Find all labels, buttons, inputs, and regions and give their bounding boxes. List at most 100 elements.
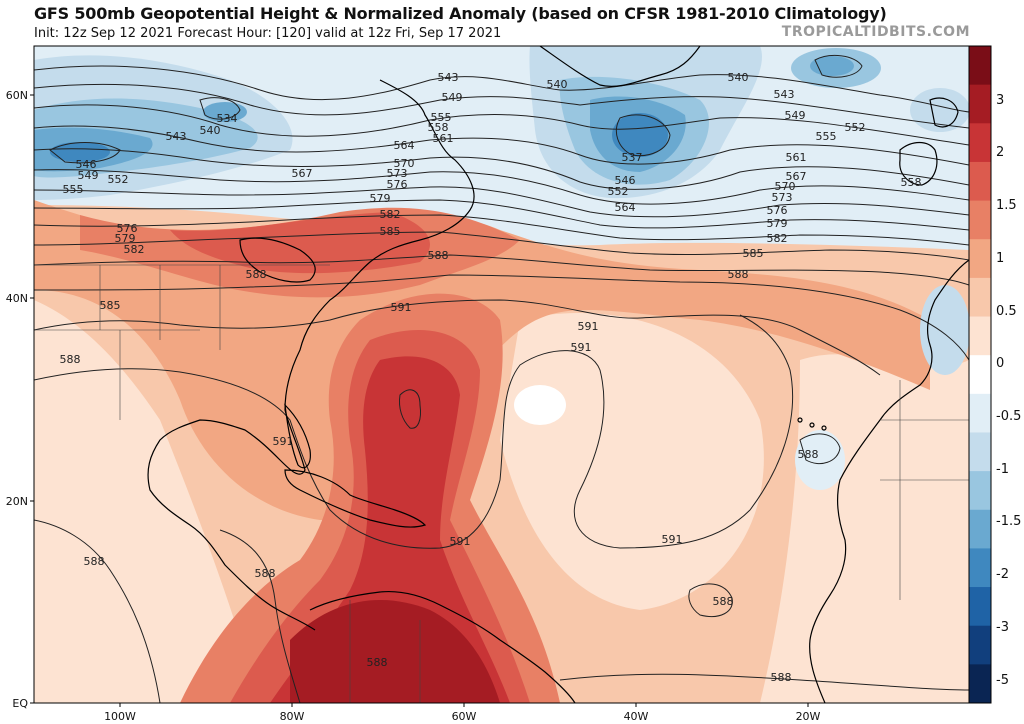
colorbar-segment (969, 587, 991, 627)
lat-label-20n: 20N (6, 495, 28, 508)
contour-label: 588 (713, 595, 734, 608)
height-contours (34, 54, 969, 703)
colorbar-segment (969, 161, 991, 202)
brand-watermark: TROPICALTIDBITS.COM (781, 24, 970, 40)
cb-tick-0: 0 (996, 356, 1004, 371)
contour-label: 552 (608, 185, 629, 198)
contour-label: 540 (728, 71, 749, 84)
colorbar-segment (969, 625, 991, 665)
contour-label: 588 (84, 555, 105, 568)
contour-label: 555 (63, 183, 84, 196)
contour-label: 558 (428, 121, 449, 134)
contour-label: 549 (785, 109, 806, 122)
contour-label: 564 (615, 201, 636, 214)
contour-label: 591 (450, 535, 471, 548)
contour-label: 549 (78, 169, 99, 182)
cb-tick-1: 1 (996, 251, 1004, 266)
contour-label: 582 (124, 243, 145, 256)
contour-label: 588 (255, 567, 276, 580)
lat-label-eq: EQ (12, 697, 28, 710)
contour-label: 540 (200, 124, 221, 137)
lon-label-100w: 100W (104, 710, 136, 723)
coastlines (147, 46, 969, 703)
contour-label: 537 (622, 151, 643, 164)
contour-label: 546 (76, 158, 97, 171)
cb-tick-neg-0-5: -0.5 (996, 409, 1021, 424)
colorbar-segment (969, 316, 991, 356)
contour-label: 588 (60, 353, 81, 366)
contour-label: 543 (438, 71, 459, 84)
contour-label: 591 (273, 435, 294, 448)
contour-label: 588 (728, 268, 749, 281)
cb-tick-3: 3 (996, 93, 1004, 108)
cb-tick-neg-1: -1 (996, 462, 1009, 477)
contour-label: 555 (431, 111, 452, 124)
contour-label: 567 (786, 170, 807, 183)
contour-label: 588 (771, 671, 792, 684)
contour-label: 558 (901, 176, 922, 189)
contour-label: 534 (217, 112, 238, 125)
cb-tick-neg-3: -3 (996, 620, 1009, 635)
cb-tick-2: 2 (996, 145, 1004, 160)
cb-tick-neg-1-5: -1.5 (996, 514, 1021, 529)
colorbar-segment (969, 355, 991, 395)
political-borders (34, 264, 969, 703)
cb-tick-neg-5: -5 (996, 673, 1009, 688)
contour-label: 540 (547, 78, 568, 91)
map-plot-area: 5435495555585615645705735765675795825855… (34, 46, 969, 703)
contour-label: 543 (774, 88, 795, 101)
colorbar-segment (969, 548, 991, 588)
contour-label: 570 (394, 157, 415, 170)
contour-label: 588 (798, 448, 819, 461)
contour-label: 591 (571, 341, 592, 354)
contour-label: 591 (391, 301, 412, 314)
lat-label-40n: 40N (6, 292, 28, 305)
contour-label: 561 (433, 132, 454, 145)
contour-label: 549 (442, 91, 463, 104)
contour-label: 570 (775, 180, 796, 193)
colorbar-segment (969, 123, 991, 163)
contour-label: 573 (387, 167, 408, 180)
contour-label: 579 (115, 232, 136, 245)
contour-labels: 5435495555585615645705735765675795825855… (60, 71, 922, 684)
contour-label: 591 (662, 533, 683, 546)
colorbar-segment (969, 84, 991, 124)
contour-label: 582 (767, 232, 788, 245)
contour-label: 582 (380, 208, 401, 221)
contour-label: 576 (117, 222, 138, 235)
longitude-axis: 100W 80W 60W 40W 20W (104, 703, 821, 723)
contour-label: 579 (370, 192, 391, 205)
contour-label: 552 (108, 173, 129, 186)
contour-label: 564 (394, 139, 415, 152)
cb-tick-neg-2: -2 (996, 567, 1009, 582)
contour-label: 543 (166, 130, 187, 143)
colorbar (968, 45, 992, 704)
map-title: GFS 500mb Geopotential Height & Normaliz… (34, 4, 887, 23)
contour-label: 576 (387, 178, 408, 191)
contour-label: 573 (772, 191, 793, 204)
latitude-axis: 60N 40N 20N EQ (6, 89, 34, 710)
contour-label: 561 (786, 151, 807, 164)
lon-label-60w: 60W (452, 710, 477, 723)
contour-label: 567 (292, 167, 313, 180)
contour-label: 588 (367, 656, 388, 669)
contour-label: 555 (816, 130, 837, 143)
contour-label: 585 (743, 247, 764, 260)
colorbar-segment (969, 664, 991, 704)
colorbar-segment (969, 200, 991, 240)
colorbar-segment (969, 277, 991, 318)
colorbar-segment (969, 393, 991, 433)
colorbar-segment (969, 46, 991, 86)
contour-label: 591 (578, 320, 599, 333)
lon-label-80w: 80W (280, 710, 305, 723)
lon-label-40w: 40W (624, 710, 649, 723)
map-subtitle: Init: 12z Sep 12 2021 Forecast Hour: [12… (34, 26, 502, 41)
cb-tick-0-5: 0.5 (996, 304, 1017, 319)
contour-label: 546 (615, 174, 636, 187)
contour-label: 585 (100, 299, 121, 312)
contour-label: 585 (380, 225, 401, 238)
colorbar-ticks: 3 2 1.5 1 0.5 0 -0.5 -1 -1.5 -2 -3 -5 (996, 93, 1021, 688)
colorbar-segment (969, 509, 991, 549)
lat-label-60n: 60N (6, 89, 28, 102)
